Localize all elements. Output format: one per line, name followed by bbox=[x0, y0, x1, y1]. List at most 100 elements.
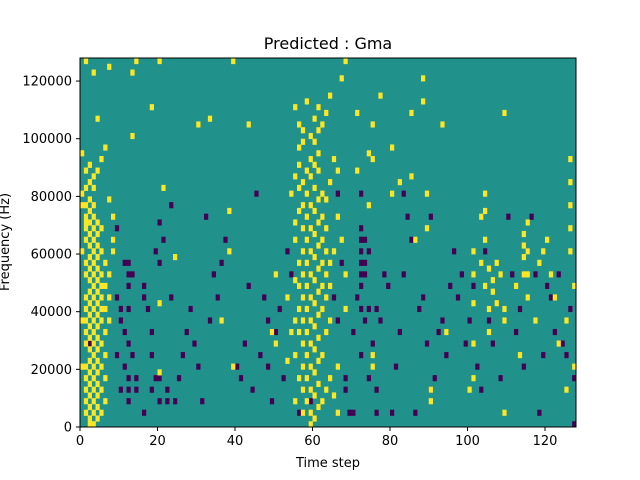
heatmap-cell-high bbox=[545, 236, 550, 243]
heatmap-cell-high bbox=[83, 271, 89, 278]
heatmap-cell-high bbox=[308, 271, 313, 278]
heatmap-cell-low bbox=[510, 271, 515, 278]
heatmap-cell-high bbox=[316, 127, 321, 134]
heatmap-cell-low bbox=[556, 271, 561, 278]
heatmap-cell-high bbox=[91, 421, 96, 428]
heatmap-cell-high bbox=[95, 323, 100, 330]
heatmap-cell-high bbox=[130, 69, 135, 76]
heatmap-cell-low bbox=[142, 282, 147, 289]
heatmap-cell-low bbox=[467, 317, 472, 324]
heatmap-cell-low bbox=[359, 352, 364, 359]
heatmap-cell-high bbox=[83, 202, 89, 209]
heatmap-cell-low bbox=[335, 317, 340, 324]
heatmap-cell-high bbox=[490, 288, 495, 295]
heatmap-cell-high bbox=[83, 386, 89, 393]
heatmap-cell-high bbox=[308, 248, 313, 255]
heatmap-cell-high bbox=[91, 375, 96, 382]
heatmap-cell-low bbox=[401, 190, 406, 197]
heatmap-cell-high bbox=[366, 202, 371, 209]
heatmap-cell-low bbox=[552, 328, 557, 336]
heatmap-cell-low bbox=[359, 225, 364, 232]
heatmap-cell-high bbox=[87, 392, 92, 399]
heatmap-cell-high bbox=[370, 156, 375, 163]
heatmap-cell-high bbox=[231, 363, 236, 370]
heatmap-cell-low bbox=[359, 248, 364, 255]
heatmap-cell-high bbox=[130, 132, 135, 140]
heatmap-cell-high bbox=[308, 202, 313, 209]
heatmap-cell-high bbox=[514, 282, 519, 289]
heatmap-cell-high bbox=[328, 282, 333, 289]
heatmap-cell-low bbox=[428, 213, 433, 220]
heatmap-cell-high bbox=[297, 161, 302, 168]
heatmap-cell-high bbox=[521, 271, 526, 278]
heatmap-cell-high bbox=[91, 340, 96, 347]
heatmap-cell-high bbox=[149, 104, 154, 111]
heatmap-cell-low bbox=[297, 409, 302, 416]
heatmap-cell-high bbox=[494, 259, 499, 266]
heatmap-cell-low bbox=[165, 398, 170, 405]
heatmap-cell-high bbox=[304, 213, 309, 220]
heatmap-cell-high bbox=[83, 259, 89, 266]
heatmap-cell-high bbox=[87, 403, 92, 411]
heatmap-cell-low bbox=[560, 340, 565, 347]
heatmap-cell-high bbox=[103, 328, 108, 336]
heatmap-cell-low bbox=[393, 363, 399, 370]
heatmap-cell-low bbox=[188, 305, 193, 313]
heatmap-cell-high bbox=[428, 386, 433, 393]
heatmap-cell-high bbox=[486, 328, 492, 336]
heatmap-cell-low bbox=[126, 259, 131, 266]
heatmap-cell-low bbox=[235, 363, 240, 370]
heatmap-cell-high bbox=[83, 375, 89, 382]
heatmap-cell-high bbox=[103, 305, 108, 313]
heatmap-cell-low bbox=[157, 219, 162, 226]
heatmap-cell-high bbox=[312, 207, 317, 215]
x-tick-label: 60 bbox=[304, 434, 321, 449]
heatmap-cell-high bbox=[568, 225, 573, 232]
x-tick-label: 40 bbox=[227, 434, 244, 449]
heatmap-cell-high bbox=[99, 282, 104, 289]
heatmap-cell-low bbox=[169, 202, 174, 209]
heatmap-cell-low bbox=[424, 340, 430, 347]
heatmap-cell-high bbox=[83, 328, 89, 336]
heatmap-cell-high bbox=[87, 369, 92, 376]
heatmap-cell-low bbox=[149, 352, 154, 359]
heatmap-cell-high bbox=[300, 179, 306, 186]
x-tick-label: 120 bbox=[533, 434, 558, 449]
y-tick-label: 60000 bbox=[31, 248, 72, 263]
heatmap-cell-high bbox=[87, 277, 92, 284]
heatmap-cell-low bbox=[362, 317, 368, 324]
heatmap-cell-high bbox=[483, 282, 488, 289]
heatmap-cell-high bbox=[428, 398, 433, 405]
heatmap-cell-low bbox=[266, 317, 271, 324]
heatmap-cell-high bbox=[370, 121, 375, 128]
heatmap-cell-high bbox=[87, 334, 92, 341]
heatmap-cell-high bbox=[339, 236, 344, 243]
heatmap-cell-high bbox=[91, 248, 96, 255]
heatmap-cell-high bbox=[95, 380, 100, 387]
heatmap-cell-high bbox=[87, 380, 92, 387]
heatmap-cell-high bbox=[308, 225, 313, 232]
heatmap-cell-high bbox=[161, 184, 166, 191]
heatmap-cell-high bbox=[173, 254, 178, 261]
heatmap-cell-high bbox=[324, 196, 329, 203]
heatmap-cell-high bbox=[297, 121, 302, 128]
heatmap-cell-high bbox=[320, 259, 325, 266]
heatmap-cell-low bbox=[359, 236, 364, 243]
heatmap-cell-high bbox=[316, 380, 321, 387]
x-axis-title: Time step bbox=[295, 456, 360, 471]
y-tick-label: 40000 bbox=[31, 305, 72, 320]
heatmap-cell-low bbox=[250, 386, 255, 393]
heatmap-cell-low bbox=[362, 236, 368, 243]
heatmap-cell-high bbox=[80, 248, 85, 255]
heatmap-cell-high bbox=[285, 294, 290, 301]
heatmap-cell-high bbox=[572, 282, 577, 289]
heatmap-cell-high bbox=[99, 305, 104, 313]
heatmap-cell-high bbox=[91, 236, 96, 243]
heatmap-cell-high bbox=[87, 300, 92, 307]
heatmap-cell-high bbox=[293, 236, 298, 243]
heatmap-cell-high bbox=[80, 150, 85, 157]
heatmap-cell-low bbox=[211, 271, 216, 278]
heatmap-cell-high bbox=[91, 363, 96, 370]
heatmap-cell-high bbox=[111, 248, 116, 255]
heatmap-cell-low bbox=[498, 375, 503, 382]
